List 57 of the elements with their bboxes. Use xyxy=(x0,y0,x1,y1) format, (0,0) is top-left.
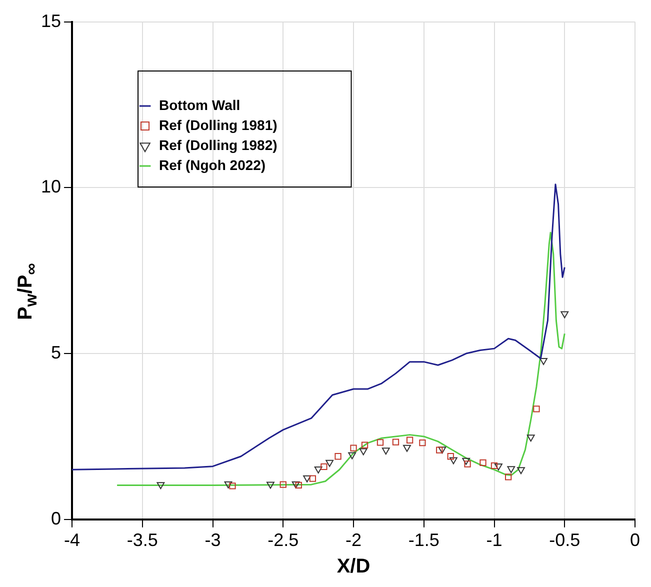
point xyxy=(292,481,300,488)
x-tick-label: -1 xyxy=(486,530,502,550)
legend-label: Ref (Dolling 1982) xyxy=(159,136,278,153)
x-axis-title: X/D xyxy=(336,556,370,578)
point xyxy=(403,444,411,452)
point xyxy=(464,460,471,468)
point xyxy=(526,434,535,442)
point xyxy=(490,462,498,469)
point xyxy=(560,311,569,318)
point xyxy=(280,481,286,488)
legend-label: Ref (Ngoh 2022) xyxy=(159,156,266,173)
point xyxy=(507,466,516,474)
point xyxy=(436,446,443,454)
point xyxy=(533,406,540,412)
point xyxy=(156,482,165,490)
point xyxy=(447,453,454,460)
x-tick-label: -0.5 xyxy=(549,530,580,550)
point xyxy=(438,446,446,454)
point xyxy=(376,439,384,446)
point xyxy=(309,475,316,482)
y-tick-label: 15 xyxy=(40,10,62,31)
point xyxy=(517,467,525,474)
y-tick-label: 10 xyxy=(40,176,62,197)
legend-label: Bottom Wall xyxy=(159,96,240,113)
point xyxy=(266,482,274,489)
point xyxy=(449,457,458,464)
x-tick-label: -3 xyxy=(204,530,221,550)
point xyxy=(462,458,470,465)
y-tick-label: 5 xyxy=(51,342,62,362)
point xyxy=(295,482,302,489)
point xyxy=(229,482,236,490)
point xyxy=(320,463,328,470)
point xyxy=(326,460,334,467)
point xyxy=(314,466,322,474)
y-tick-label: 0 xyxy=(51,508,62,528)
point xyxy=(334,453,342,460)
x-tick-label: 0 xyxy=(630,530,640,550)
legend-label: Ref (Dolling 1981) xyxy=(159,116,278,133)
point xyxy=(361,442,368,448)
x-tick-label: -4 xyxy=(64,530,80,550)
point xyxy=(494,463,502,470)
point xyxy=(382,448,390,455)
point xyxy=(406,436,414,444)
point xyxy=(348,452,356,460)
point xyxy=(359,448,368,456)
point xyxy=(504,474,512,480)
x-tick-label: -3.5 xyxy=(126,530,158,550)
point xyxy=(303,475,312,482)
point xyxy=(224,481,232,488)
x-tick-label: -2 xyxy=(346,530,362,550)
point xyxy=(350,444,357,452)
point xyxy=(419,439,426,446)
x-tick-label: -2.5 xyxy=(268,530,299,550)
x-tick-label: -1.5 xyxy=(408,530,440,550)
point xyxy=(540,358,548,365)
point xyxy=(480,459,486,466)
point xyxy=(392,438,400,446)
